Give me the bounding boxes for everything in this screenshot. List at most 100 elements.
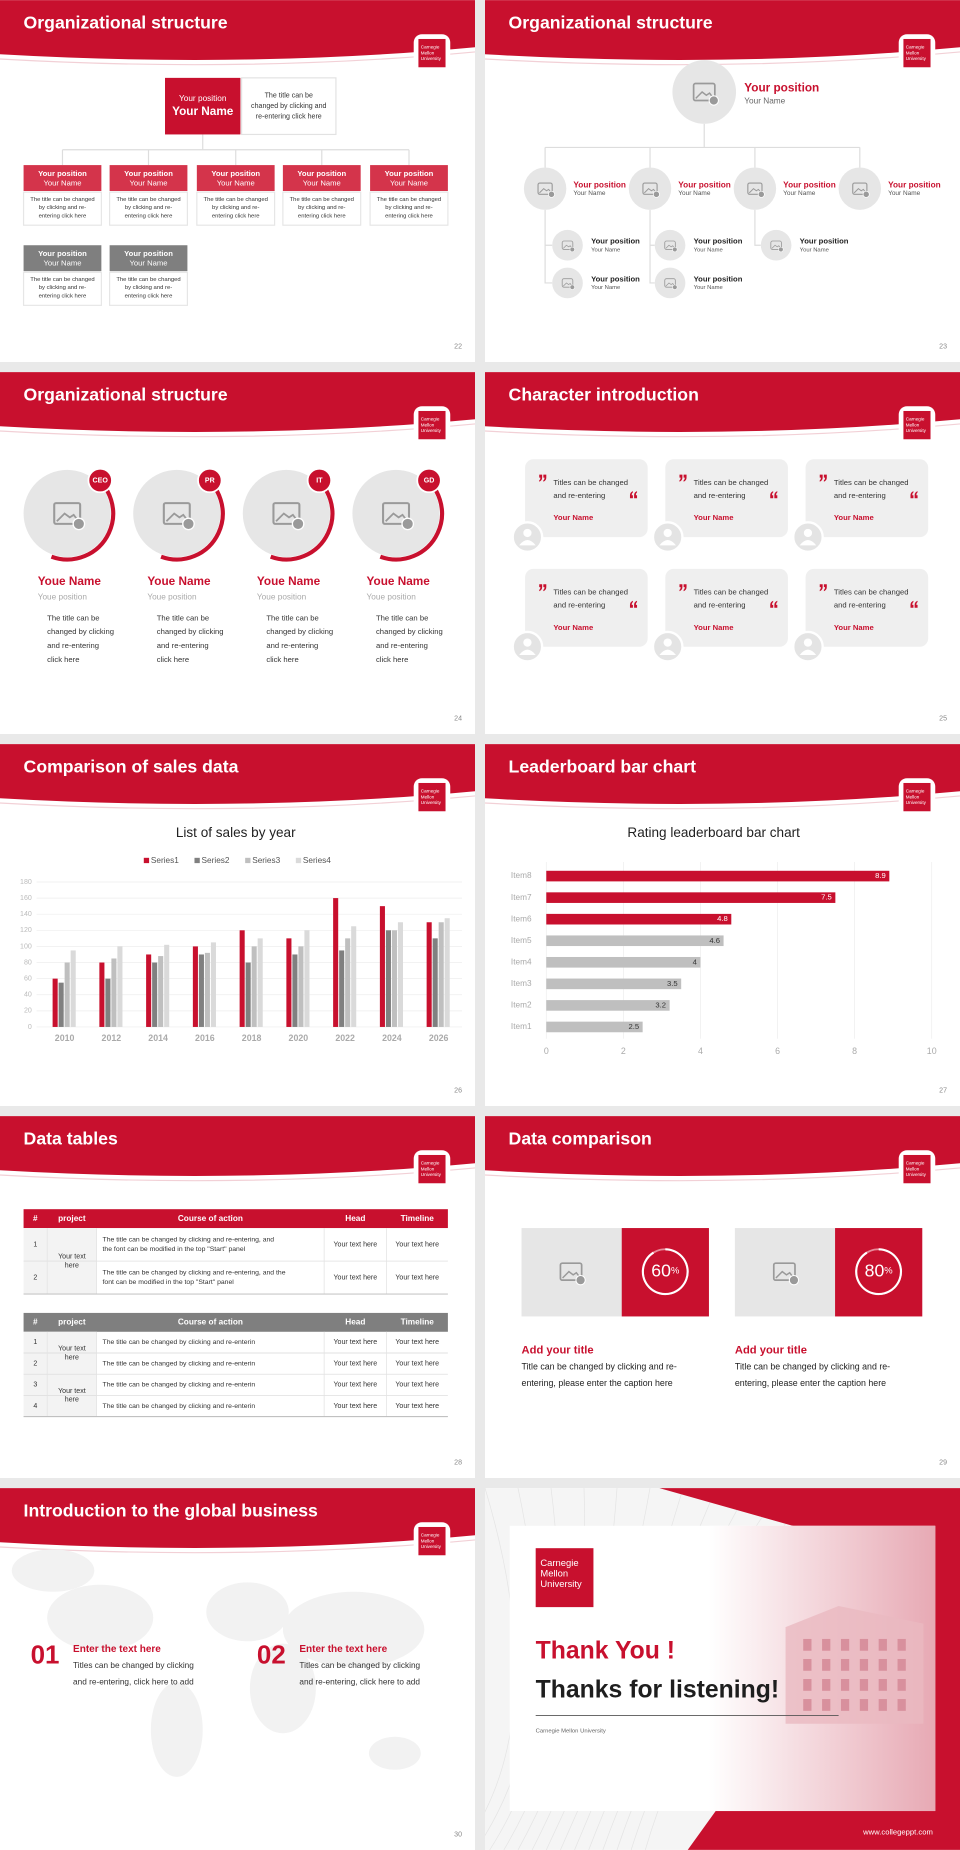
position: Your position [591,237,640,246]
image-icon [642,182,658,195]
y-tick-label: 40 [24,992,32,999]
window [822,1658,831,1671]
stat-value: 80% [865,1260,894,1280]
cell-text: Your text here [395,1382,439,1389]
cell-text: 3 [33,1382,37,1389]
bar [111,958,117,1027]
card-text: and re-entering [694,600,746,609]
slide: Organizational structure CarnegieMellonUn… [0,372,475,734]
image-icon [401,517,415,531]
avatar-body [519,540,536,546]
note-line: entering click here [385,213,433,219]
name: Your Name [783,190,816,197]
slide: Character introduction CarnegieMellonUniv… [485,372,960,734]
image-icon [162,502,191,525]
text-line: changed by clicking [47,627,114,636]
image-icon [72,517,86,531]
name: Your Name [694,285,723,291]
logo [903,782,931,812]
slide-title: Leaderboard bar chart [509,756,697,776]
subtitle: Thanks for listening! [536,1676,779,1703]
logo-text: Carnegie [421,416,440,421]
chart-title: List of sales by year [176,825,296,840]
avatar-body [799,649,817,655]
header-curve [485,795,960,810]
text-line: The title can be [157,613,209,622]
logo [418,410,446,440]
url: www.collegeppt.com [862,1827,933,1836]
map-shape [11,1549,95,1592]
avatar-body [799,540,817,546]
table-header-cell: # [33,1214,38,1223]
image-icon [664,278,676,288]
quote-mark [679,474,683,482]
role-note [109,271,188,306]
note-line: entering click here [298,213,346,219]
card [665,459,788,538]
value-label: 4.6 [709,936,720,945]
bar [210,942,216,1027]
quote-mark [539,584,543,592]
avatar [511,630,544,663]
logo-text: Mellon [421,1166,435,1171]
quote-mark [539,474,543,482]
bar [286,938,292,1027]
name: Your Name [888,190,921,197]
bar [292,954,298,1027]
panel-text: entering, please enter the caption here [522,1378,673,1388]
text-line: and re-entering [157,641,209,650]
cell-text: 2 [33,1274,37,1281]
value-label: 3.2 [655,1000,666,1009]
avatar [792,630,824,663]
x-tick-label: 4 [698,1046,703,1056]
image-icon [788,1274,800,1286]
y-tick-label: 60 [24,976,32,983]
y-tick-label: Item4 [511,957,532,966]
panel-text: Title can be changed by clicking and re- [522,1361,677,1371]
avatar-body [519,649,536,655]
image-icon [672,284,678,290]
item-text: and re-entering, click here to add [299,1678,420,1687]
note-line: The title can be changed [290,197,354,203]
logo-text: Mellon [906,422,920,427]
bar [304,930,310,1027]
cell-text: 1 [33,1339,37,1346]
value-label: 3.5 [667,979,678,988]
image-icon [275,512,298,522]
quote-mark [910,491,914,499]
table-header-cell: Head [345,1214,365,1223]
x-tick-label: 2020 [289,1033,309,1043]
text-line: click here [47,655,79,664]
card-text: Titles can be changed [834,588,909,597]
card-name: Your Name [694,513,734,522]
badge-text: PR [205,477,215,484]
note-line: re-entering click here [256,114,322,121]
note-line: by clicking and re- [125,205,172,211]
bar [444,918,450,1027]
position: Your position [297,169,346,178]
name: Your Name [591,285,620,291]
header-curve [485,51,960,66]
bar [397,922,403,1027]
image-icon [775,1270,794,1279]
value-label: 4.8 [717,914,728,923]
card [805,568,929,647]
card [805,459,929,538]
value-label: 7.5 [821,893,832,902]
image-icon [771,244,781,249]
role-note [22,271,102,306]
legend-swatch [295,857,302,864]
avatar [552,267,583,299]
y-tick-label: 120 [20,927,32,934]
text-line: and re-entering [376,641,428,650]
x-tick-label: 0 [544,1046,549,1056]
cell-text: here [65,1397,79,1404]
image-box [521,1228,622,1317]
avatar-body [659,540,676,546]
window [840,1658,850,1671]
image-icon [778,246,784,253]
org-name: Carnegie Mellon University [536,1728,606,1734]
name: Your Name [217,178,255,187]
quote-mark [774,491,778,499]
